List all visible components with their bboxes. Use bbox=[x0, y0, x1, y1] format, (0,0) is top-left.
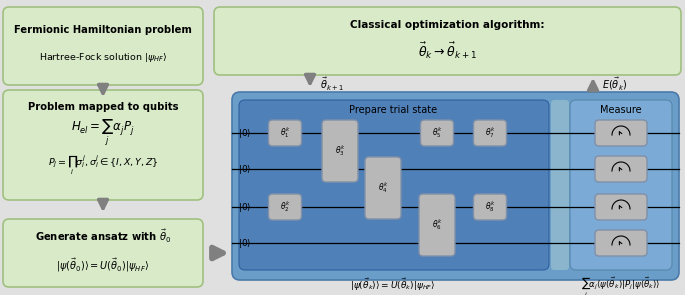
Text: $|0\rangle$: $|0\rangle$ bbox=[238, 237, 251, 250]
Text: $\theta_2^k$: $\theta_2^k$ bbox=[279, 199, 290, 214]
FancyBboxPatch shape bbox=[239, 100, 549, 270]
FancyBboxPatch shape bbox=[473, 194, 506, 220]
FancyBboxPatch shape bbox=[551, 100, 569, 270]
FancyBboxPatch shape bbox=[365, 157, 401, 219]
FancyBboxPatch shape bbox=[322, 120, 358, 182]
FancyBboxPatch shape bbox=[473, 120, 506, 146]
Text: $\theta_7^k$: $\theta_7^k$ bbox=[485, 126, 495, 140]
FancyBboxPatch shape bbox=[3, 7, 203, 85]
Text: $\vec{\theta}_k \rightarrow \vec{\theta}_{k+1}$: $\vec{\theta}_k \rightarrow \vec{\theta}… bbox=[418, 41, 477, 61]
Text: $|0\rangle$: $|0\rangle$ bbox=[238, 201, 251, 214]
Text: $|\psi(\vec{\theta}_k)\rangle = U(\vec{\theta}_k)|\psi_{HF}\rangle$: $|\psi(\vec{\theta}_k)\rangle = U(\vec{\… bbox=[350, 277, 436, 293]
Text: Hartree-Fock solution $|\psi_{HF}\rangle$: Hartree-Fock solution $|\psi_{HF}\rangle… bbox=[38, 50, 167, 63]
FancyBboxPatch shape bbox=[595, 230, 647, 256]
Text: $\theta_3^k$: $\theta_3^k$ bbox=[335, 144, 345, 158]
FancyBboxPatch shape bbox=[3, 90, 203, 200]
FancyBboxPatch shape bbox=[421, 120, 453, 146]
FancyBboxPatch shape bbox=[3, 219, 203, 287]
Text: $\vec{\theta}_{k+1}$: $\vec{\theta}_{k+1}$ bbox=[320, 76, 344, 93]
Text: Prepare trial state: Prepare trial state bbox=[349, 105, 437, 115]
FancyBboxPatch shape bbox=[595, 156, 647, 182]
FancyBboxPatch shape bbox=[570, 100, 672, 270]
Text: Fermionic Hamiltonian problem: Fermionic Hamiltonian problem bbox=[14, 25, 192, 35]
Text: $H_{el} = \sum_j \alpha_j P_j$: $H_{el} = \sum_j \alpha_j P_j$ bbox=[71, 118, 135, 148]
FancyBboxPatch shape bbox=[269, 194, 301, 220]
Text: $\theta_6^k$: $\theta_6^k$ bbox=[432, 217, 443, 232]
Text: Generate ansatz with $\vec{\theta}_0$: Generate ansatz with $\vec{\theta}_0$ bbox=[35, 227, 171, 245]
FancyBboxPatch shape bbox=[269, 120, 301, 146]
Text: $E(\vec{\theta}_k)$: $E(\vec{\theta}_k)$ bbox=[602, 76, 627, 93]
Text: Problem mapped to qubits: Problem mapped to qubits bbox=[28, 102, 178, 112]
Text: $\sum_j \alpha_j \langle\psi(\vec{\theta}_k)|P_j|\psi(\vec{\theta}_k)\rangle$: $\sum_j \alpha_j \langle\psi(\vec{\theta… bbox=[582, 276, 661, 295]
Text: Classical optimization algorithm:: Classical optimization algorithm: bbox=[350, 20, 545, 30]
Text: $\theta_4^k$: $\theta_4^k$ bbox=[377, 181, 388, 196]
FancyBboxPatch shape bbox=[214, 7, 681, 75]
FancyBboxPatch shape bbox=[595, 120, 647, 146]
Text: $\theta_5^k$: $\theta_5^k$ bbox=[432, 126, 443, 140]
Text: Measure: Measure bbox=[600, 105, 642, 115]
Text: $\theta_8^k$: $\theta_8^k$ bbox=[485, 199, 495, 214]
Text: $P_j = \prod_i \sigma_i^j, \sigma_i^j \in \{I,X,Y,Z\}$: $P_j = \prod_i \sigma_i^j, \sigma_i^j \i… bbox=[48, 153, 158, 177]
Text: $|0\rangle$: $|0\rangle$ bbox=[238, 127, 251, 140]
FancyBboxPatch shape bbox=[232, 92, 679, 280]
Text: $|\psi(\vec{\theta}_0)\rangle = U(\vec{\theta}_0)|\psi_{HF}\rangle$: $|\psi(\vec{\theta}_0)\rangle = U(\vec{\… bbox=[56, 256, 149, 274]
FancyBboxPatch shape bbox=[419, 194, 455, 256]
FancyBboxPatch shape bbox=[595, 194, 647, 220]
Text: $|0\rangle$: $|0\rangle$ bbox=[238, 163, 251, 176]
Text: $\theta_1^k$: $\theta_1^k$ bbox=[279, 126, 290, 140]
